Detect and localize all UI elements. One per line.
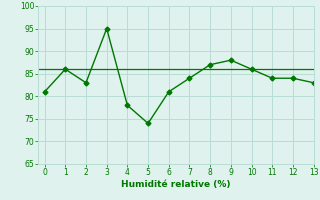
X-axis label: Humidité relative (%): Humidité relative (%) xyxy=(121,180,231,189)
